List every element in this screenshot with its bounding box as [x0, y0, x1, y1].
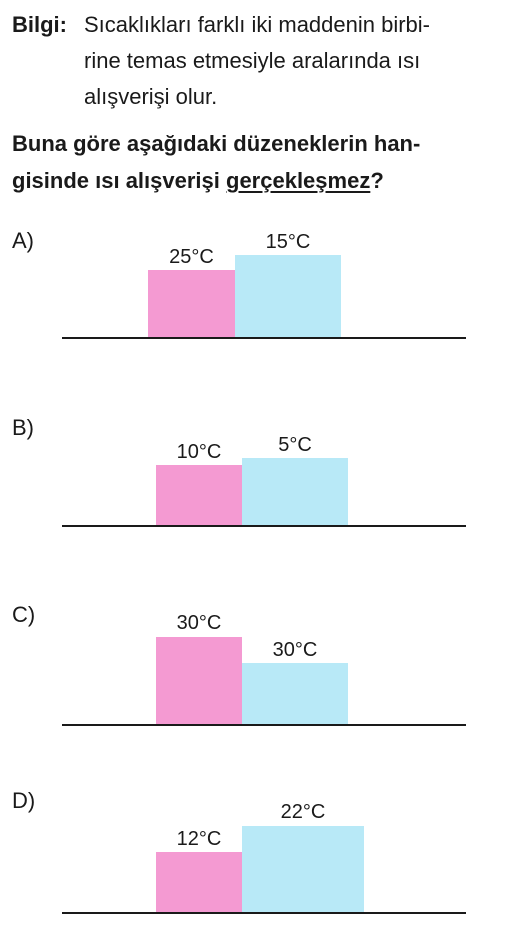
option-c-ground-line — [62, 724, 466, 726]
option-b-hot-block — [156, 465, 242, 525]
negation-word: gerçekleşmez — [226, 168, 371, 193]
option-b-letter: B) — [12, 415, 34, 440]
info-text-line-2: rine temas etmesiyle aralarında ısı — [84, 48, 421, 73]
question-line-2: gisinde ısı alışverişi gerçekleşmez? — [12, 163, 384, 199]
option-c-right-block — [242, 663, 348, 724]
info-text-line-1: Sıcaklıkları farklı iki maddenin birbi- — [84, 12, 431, 37]
option-d-hot-block — [242, 826, 364, 912]
option-a-cold-block — [235, 255, 341, 337]
option-b-cold-block — [242, 458, 348, 525]
option-b-ground-line — [62, 525, 466, 527]
info-text-line-3: alışverişi olur. — [84, 84, 218, 109]
question-line-2-text: gisinde ısı alışverişi — [12, 168, 226, 193]
option-b-right-temp: 5°C — [278, 434, 312, 456]
question-line-1: Buna göre aşağıdaki düzeneklerin han- — [12, 131, 421, 156]
option-c-letter: C) — [12, 602, 36, 627]
option-d-ground-line — [62, 912, 466, 914]
info-label: Bilgi: — [12, 12, 67, 37]
option-d-right-temp: 22°C — [280, 801, 326, 823]
option-c-left-block — [156, 637, 242, 724]
option-a-right-temp: 15°C — [265, 231, 311, 253]
option-a-left-temp: 25°C — [169, 246, 214, 268]
option-a-ground-line — [62, 337, 466, 339]
option-d-cold-block — [156, 852, 242, 912]
option-d-letter: D) — [12, 788, 36, 813]
option-b-left-temp: 10°C — [176, 441, 222, 463]
option-a-letter: A) — [12, 228, 34, 253]
question-mark: ? — [370, 168, 384, 193]
option-c-right-temp: 30°C — [272, 639, 318, 661]
option-a-hot-block — [148, 270, 235, 337]
option-d-left-temp: 12°C — [176, 828, 222, 850]
option-c-left-temp: 30°C — [176, 612, 222, 634]
